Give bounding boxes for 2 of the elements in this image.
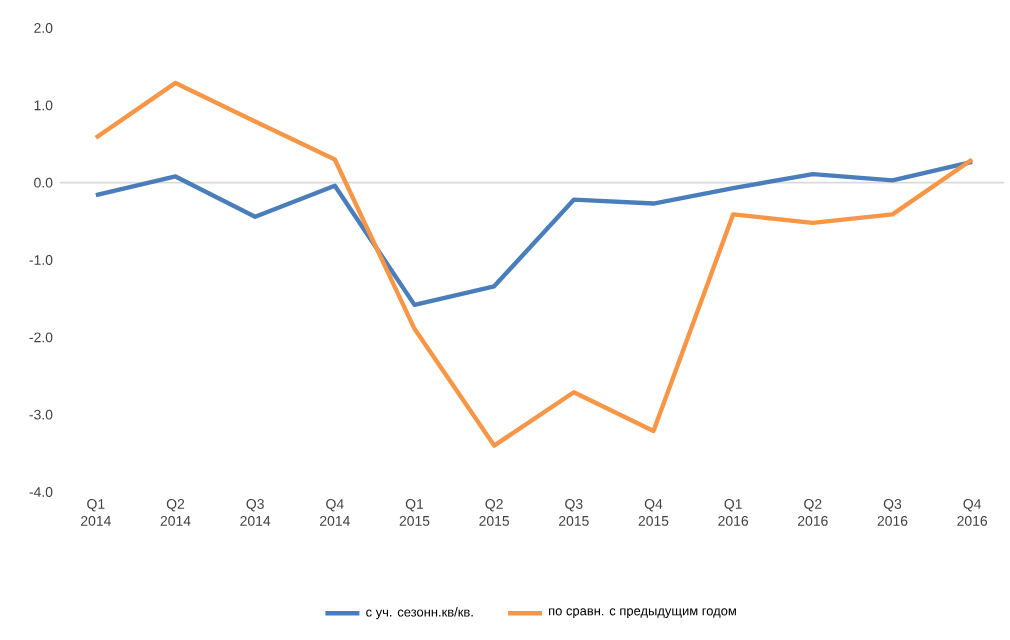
line-series (93, 80, 975, 448)
line-series (93, 159, 975, 308)
